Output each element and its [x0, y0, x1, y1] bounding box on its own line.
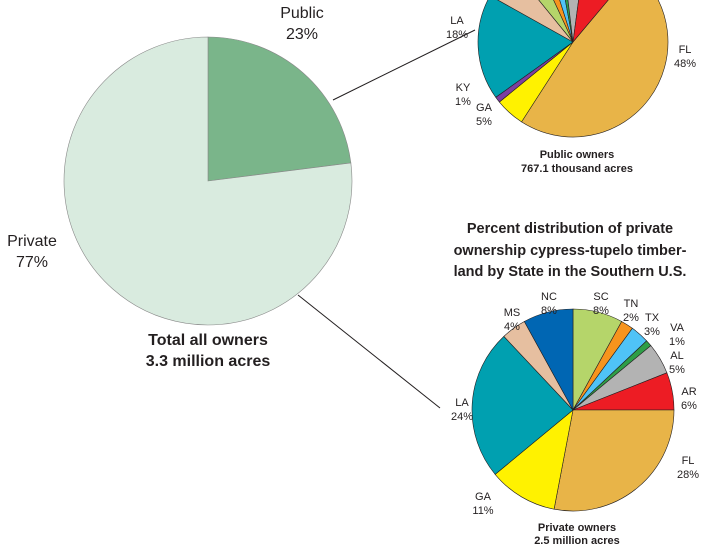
pie-caption: 2.5 million acres: [534, 535, 620, 546]
slice-value-label: 77%: [16, 254, 48, 271]
slice-label: LA: [450, 15, 464, 27]
slice-value-label: 6%: [681, 400, 697, 412]
pie-slice: [538, 0, 574, 43]
slice-label: LA: [455, 397, 469, 409]
slice-value-label: 23%: [286, 26, 318, 43]
slice-label: Private: [7, 233, 57, 250]
slice-label: MS: [504, 307, 521, 319]
slice-value-label: 5%: [476, 116, 492, 128]
connector: [332, 29, 476, 101]
slice-label: SC: [593, 291, 608, 303]
chart-title: Percent distribution of private: [467, 221, 673, 237]
pie-caption: Private owners: [538, 522, 616, 534]
slice-value-label: 28%: [677, 469, 699, 481]
slice-value-label: 1%: [455, 96, 471, 108]
slice-label: KY: [456, 82, 471, 94]
slice-label: FL: [682, 455, 695, 467]
slice-label: Public: [280, 5, 324, 22]
slice-value-label: 3%: [644, 326, 660, 338]
pie-slice: [63, 36, 353, 326]
pie-caption: Public owners: [540, 149, 615, 161]
pie-caption: 3.3 million acres: [146, 353, 271, 370]
pie-slice: [564, 0, 574, 43]
slice-label: GA: [476, 102, 493, 114]
slice-value-label: 2%: [623, 312, 639, 324]
slice-value-label: 11%: [472, 505, 493, 517]
slice-value-label: 8%: [593, 305, 609, 317]
slice-value-label: 8%: [541, 305, 557, 317]
slice-value-label: 48%: [674, 58, 696, 70]
pie-slice: [523, 308, 574, 411]
slice-value-label: 5%: [669, 364, 685, 376]
pie-slice: [207, 36, 352, 182]
pie-slice: [521, 0, 669, 138]
pie-caption: 767.1 thousand acres: [521, 163, 633, 175]
slice-label: VA: [670, 322, 685, 334]
pie-slice: [494, 409, 574, 510]
slice-label: GA: [475, 491, 492, 503]
slice-label: TN: [624, 298, 639, 310]
pie-slice: [567, 0, 579, 43]
chart-title: ownership cypress-tupelo timber-: [454, 243, 687, 259]
slice-value-label: 1%: [669, 336, 685, 348]
pie-caption: Total all owners: [148, 332, 268, 349]
slice-label: TX: [645, 312, 660, 324]
slice-value-label: 24%: [451, 411, 473, 423]
slice-value-label: 4%: [504, 321, 520, 333]
pie-slice: [477, 0, 574, 98]
slice-label: AL: [670, 350, 683, 362]
pie-slice: [553, 409, 675, 512]
slice-value-label: 18%: [446, 29, 468, 41]
pie-slice: [497, 0, 574, 43]
pie-slice: [471, 335, 574, 475]
chart-title: land by State in the Southern U.S.: [454, 264, 687, 280]
pie-slice: [559, 0, 574, 43]
slice-label: FL: [679, 44, 692, 56]
slice-label: NC: [541, 291, 557, 303]
connector: [297, 294, 441, 409]
pie-slice: [572, 0, 609, 43]
slice-label: AR: [681, 386, 696, 398]
